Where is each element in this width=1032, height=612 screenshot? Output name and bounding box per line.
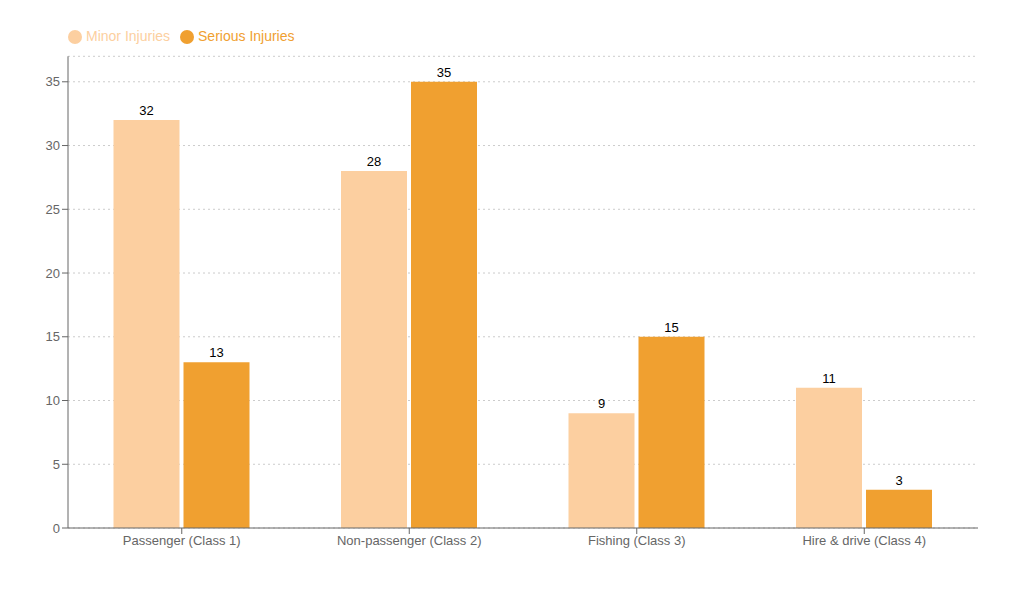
svg-text:0: 0 (53, 521, 60, 536)
svg-text:Passenger (Class 1): Passenger (Class 1) (123, 533, 241, 548)
svg-text:20: 20 (46, 266, 60, 281)
svg-text:13: 13 (209, 345, 223, 360)
svg-text:15: 15 (46, 329, 60, 344)
svg-text:28: 28 (367, 154, 381, 169)
svg-text:5: 5 (53, 457, 60, 472)
svg-text:9: 9 (598, 396, 605, 411)
svg-text:Non-passenger (Class 2): Non-passenger (Class 2) (337, 533, 482, 548)
svg-text:15: 15 (664, 320, 678, 335)
svg-text:Hire & drive (Class 4): Hire & drive (Class 4) (802, 533, 926, 548)
svg-text:11: 11 (822, 371, 836, 386)
svg-text:25: 25 (46, 202, 60, 217)
svg-text:35: 35 (46, 74, 60, 89)
svg-text:3: 3 (895, 473, 902, 488)
svg-text:10: 10 (46, 393, 60, 408)
html-text:Serious Injuries: Serious Injuries (198, 28, 295, 44)
svg-text:30: 30 (46, 138, 60, 153)
html-text:Minor Injuries: Minor Injuries (86, 28, 170, 44)
svg-text:32: 32 (139, 103, 153, 118)
svg-text:35: 35 (437, 65, 451, 80)
svg-text:Fishing (Class 3): Fishing (Class 3) (588, 533, 686, 548)
